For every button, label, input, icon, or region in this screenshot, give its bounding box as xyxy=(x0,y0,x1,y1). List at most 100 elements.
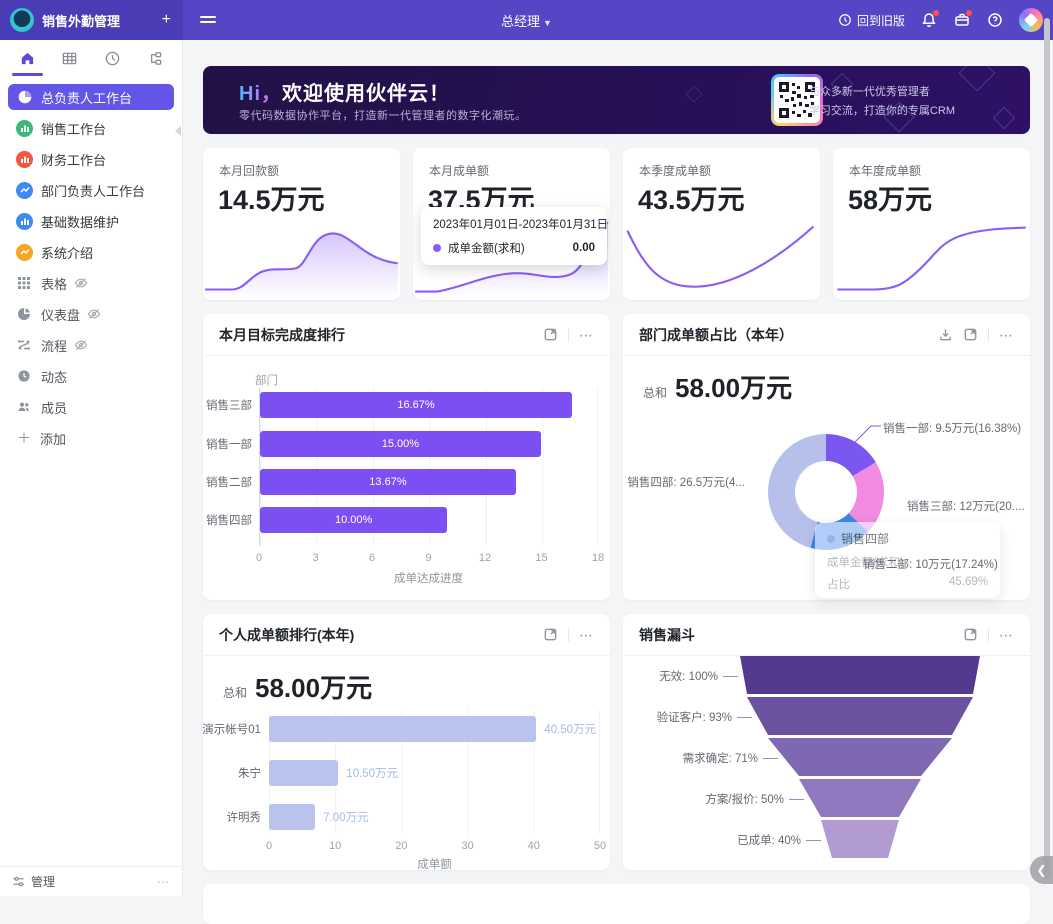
funnel-stage-label: 方案/报价: 50% xyxy=(705,791,804,807)
stat-label: 本月成单额 xyxy=(429,162,489,179)
activity-clock-icon xyxy=(16,368,32,384)
expand-icon[interactable] xyxy=(543,627,558,642)
tab-structure[interactable] xyxy=(134,40,177,76)
bar-segment[interactable] xyxy=(269,804,315,830)
funnel-stage-label: 验证客户: 93% xyxy=(657,709,752,725)
download-icon[interactable] xyxy=(938,327,953,342)
chevron-down-icon: ▼ xyxy=(543,18,552,28)
sidebar-item-tables[interactable]: 表格 xyxy=(8,270,174,296)
y-axis-title: 部门 xyxy=(255,372,278,388)
sidebar-item-system-intro[interactable]: 系统介绍 xyxy=(8,239,174,265)
user-avatar[interactable] xyxy=(1019,8,1043,32)
card-title: 销售漏斗 xyxy=(639,625,963,645)
sidebar-add-button[interactable]: ＋ 添加 xyxy=(8,425,174,451)
stat-card-year-deals: 本年度成单额 58万元 xyxy=(833,148,1030,300)
line-chart-icon xyxy=(16,244,33,261)
workflow-icon xyxy=(16,337,32,353)
bar-segment[interactable] xyxy=(269,760,338,786)
sidebar-item-workspace-chief[interactable]: 总负责人工作台 xyxy=(8,84,174,110)
add-app-button[interactable]: + xyxy=(160,12,173,28)
page-scrollbar-thumb[interactable] xyxy=(1044,18,1050,878)
more-menu-button[interactable]: ⋯ xyxy=(999,630,1014,640)
more-menu-button[interactable]: ⋯ xyxy=(999,330,1014,340)
sidebar-item-base-data[interactable]: 基础数据维护 xyxy=(8,208,174,234)
more-menu-button[interactable]: ⋯ xyxy=(579,330,594,340)
manage-sliders-icon xyxy=(12,875,25,888)
bar-segment[interactable] xyxy=(269,716,536,742)
sidebar-item-workspace-dept-lead[interactable]: 部门负责人工作台 xyxy=(8,177,174,203)
sidebar-item-workspace-sales[interactable]: 销售工作台 xyxy=(8,115,174,141)
card-sales-funnel: 销售漏斗 ⋯ 无效: 100% 验证客户: 93% 需求确定: 71% 方案/报… xyxy=(623,614,1030,870)
slice-label: 销售一部: 9.5万元(16.38%) xyxy=(883,420,1021,436)
app-header: 销售外勤管理 + xyxy=(0,0,183,40)
role-switcher[interactable]: 总经理▼ xyxy=(501,11,552,30)
line-chart-icon xyxy=(16,182,33,199)
slice-label: 销售三部: 12万元(20.... xyxy=(907,498,1025,514)
sidebar-collapse-handle[interactable] xyxy=(175,126,181,136)
topbar: 销售外勤管理 + 总经理▼ 回到旧版 xyxy=(0,0,1053,40)
chart-tooltip: 2023年01月01日-2023年01月31日 成单金额(求和)0.00 xyxy=(421,207,607,265)
more-menu-button[interactable]: ⋯ xyxy=(579,630,594,640)
pie-chart-icon xyxy=(16,89,33,106)
bar-chart-icon xyxy=(16,120,33,137)
tab-recent[interactable] xyxy=(91,40,134,76)
history-icon xyxy=(838,13,852,27)
stat-value: 14.5万元 xyxy=(218,178,325,217)
funnel-segment[interactable] xyxy=(821,820,899,858)
bar-segment[interactable]: 13.67% xyxy=(260,469,516,495)
funnel-stage-label: 已成单: 40% xyxy=(737,832,821,848)
workbench-button[interactable] xyxy=(953,11,971,29)
tab-tables[interactable] xyxy=(49,40,92,76)
tab-home[interactable] xyxy=(6,40,49,76)
back-to-old-version-button[interactable]: 回到旧版 xyxy=(838,12,905,29)
card-dept-deal-share: 部门成单额占比（本年） ⋯ 总和 58.00万元 销售四部 成单金额(求和) 占… xyxy=(623,314,1030,600)
stat-value: 58万元 xyxy=(848,178,932,217)
sidebar-item-members[interactable]: 成员 xyxy=(8,394,174,420)
stat-card-monthly-deals: 本月成单额 37.5万元 2023年01月01日-2023年01月31日 成单金… xyxy=(413,148,610,300)
funnel-stage-label: 无效: 100% xyxy=(659,668,738,684)
question-icon xyxy=(987,12,1003,28)
sidebar-item-activity[interactable]: 动态 xyxy=(8,363,174,389)
sidebar-item-workspace-finance[interactable]: 财务工作台 xyxy=(8,146,174,172)
sidebar-manage[interactable]: 管理 ⋯ xyxy=(0,866,182,896)
funnel-segment[interactable] xyxy=(747,697,973,735)
funnel-segment[interactable] xyxy=(799,779,921,817)
app-title: 销售外勤管理 xyxy=(42,11,160,30)
org-icon xyxy=(146,50,163,67)
grid-icon xyxy=(61,50,78,67)
members-icon xyxy=(16,399,32,415)
menu-toggle-button[interactable] xyxy=(200,13,216,26)
funnel-segment[interactable] xyxy=(768,738,952,776)
funnel-segment[interactable] xyxy=(740,656,980,694)
bar-segment[interactable]: 10.00% xyxy=(260,507,447,533)
next-row-card-partial xyxy=(203,884,1030,924)
sidebar-item-dashboards[interactable]: 仪表盘 xyxy=(8,301,174,327)
notifications-button[interactable] xyxy=(920,11,938,29)
sidebar-item-workflows[interactable]: 流程 xyxy=(8,332,174,358)
bar-segment[interactable]: 16.67% xyxy=(260,392,572,418)
eye-off-icon[interactable] xyxy=(74,276,88,290)
dashboard-pie-icon xyxy=(16,306,32,322)
panel-collapse-tab[interactable]: ❮ xyxy=(1030,856,1053,884)
bar-chart-icon xyxy=(16,213,33,230)
help-button[interactable] xyxy=(986,11,1004,29)
bar-segment[interactable]: 15.00% xyxy=(260,431,541,457)
banner-qr-text: 与众多新一代优秀管理者 学习交流，打造你的专属CRM xyxy=(809,83,955,120)
card-title: 部门成单额占比（本年） xyxy=(639,325,938,345)
manage-more-button[interactable]: ⋯ xyxy=(157,875,170,889)
expand-icon[interactable] xyxy=(963,627,978,642)
card-title: 本月目标完成度排行 xyxy=(219,325,543,345)
stat-card-quarter-deals: 本季度成单额 43.5万元 xyxy=(623,148,820,300)
eye-off-icon[interactable] xyxy=(74,338,88,352)
expand-icon[interactable] xyxy=(963,327,978,342)
x-axis-title: 成单达成进度 xyxy=(259,570,598,586)
stat-card-monthly-payment: 本月回款额 14.5万元 xyxy=(203,148,400,300)
eye-off-icon[interactable] xyxy=(87,307,101,321)
welcome-banner: Hi，欢迎使用伙伴云！ 零代码数据协作平台，打造新一代管理者的数字化潮玩。 xyxy=(203,66,1030,134)
notification-badge xyxy=(933,10,939,16)
expand-icon[interactable] xyxy=(543,327,558,342)
series-dot xyxy=(433,244,441,252)
